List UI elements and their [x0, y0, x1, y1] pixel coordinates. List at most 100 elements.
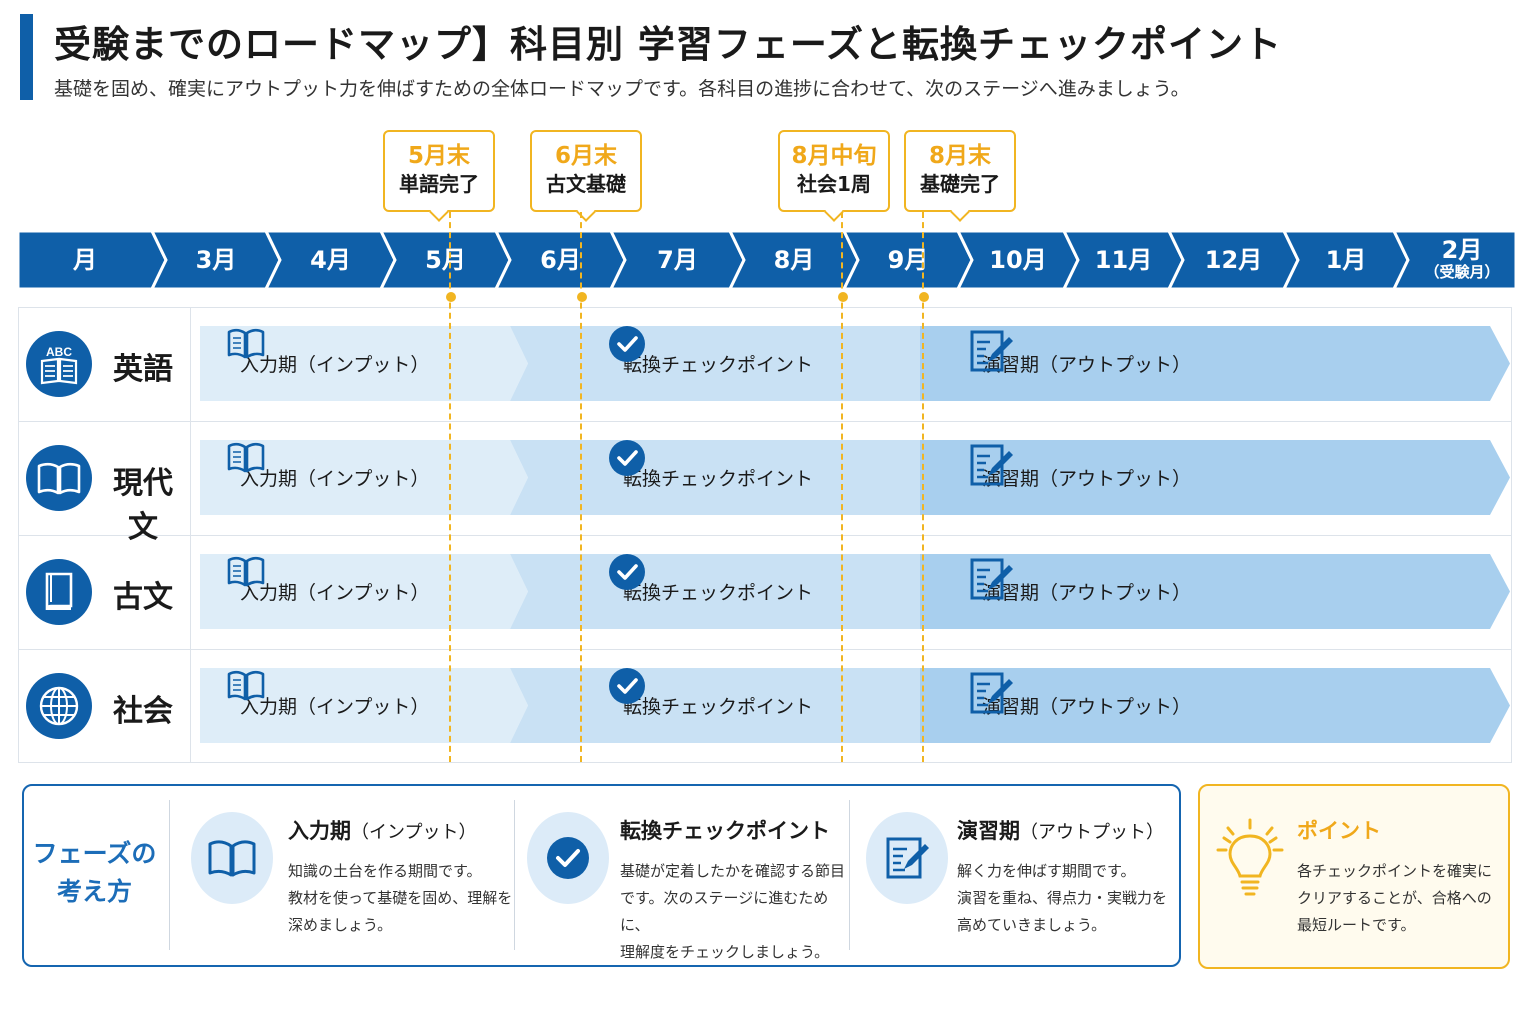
phase-label: 転換チェックポイント: [609, 326, 813, 401]
output-phase-bar: [920, 554, 1510, 629]
month-chevron: [1282, 231, 1410, 289]
month-chevron: [494, 231, 627, 289]
milestone-date: 6月末: [554, 143, 617, 169]
month-chevron: [264, 231, 397, 289]
month-chevron: [379, 231, 512, 289]
legend-phase-desc: 基礎が定着したかを確認する節目 です。次のステージに進むために、 理解度をチェッ…: [620, 862, 846, 961]
abc-book-icon: ABC: [26, 331, 92, 397]
globe-icon: [26, 673, 92, 739]
row-divider: [18, 649, 1512, 650]
month-label: 5月: [425, 246, 466, 274]
milestone-dot: [446, 292, 456, 302]
title-accent-bar: [20, 14, 33, 100]
month-chevron: [842, 231, 974, 289]
check-circle-icon: [527, 812, 609, 904]
month-chevron: [1392, 231, 1516, 289]
row-divider: [18, 535, 1512, 536]
subject-name: 社会: [113, 694, 173, 729]
output-phase-bar: [920, 440, 1510, 515]
input-phase-bar: [200, 440, 528, 515]
legend-phase-desc: 解く力を伸ばす期間です。 演習を重ね、得点力・実戦力を 高めていきましょう。: [957, 862, 1168, 934]
open-book-icon: [26, 445, 92, 511]
legend-phase-desc: 知識の土台を作る期間です。 教材を使って基礎を固め、理解を 深めましょう。: [288, 862, 513, 934]
month-chevron: [1167, 231, 1300, 289]
phase-label: 入力期（インプット）: [226, 668, 429, 743]
month-label: 6月: [540, 246, 581, 274]
month-label: 11月: [1094, 246, 1153, 274]
phase-label: 演習期（アウトプット）: [968, 668, 1191, 743]
milestone-event: 単語完了: [399, 172, 479, 196]
edit-note-icon: [866, 812, 948, 904]
month-label: 4月: [310, 246, 351, 274]
milestone-line: [580, 212, 582, 762]
milestone-callout: 5月末 単語完了: [383, 130, 495, 222]
point-title: ポイント: [1297, 819, 1381, 843]
open-book-icon: [191, 812, 273, 904]
month-label: 8月: [773, 246, 815, 274]
milestone-dot: [838, 292, 848, 302]
legend-divider: [849, 800, 850, 950]
month-label: 10月: [989, 246, 1047, 274]
legend-phase-name: 入力期（インプット）: [288, 819, 477, 843]
subject-name: 古文: [113, 580, 173, 615]
svg-text:ABC: ABC: [46, 345, 72, 359]
milestone-line: [841, 212, 843, 762]
point-desc: 各チェックポイントを確実に クリアすることが、合格への 最短ルートです。: [1297, 862, 1493, 934]
month-label: 月: [73, 246, 97, 274]
month-label: 9月: [887, 246, 929, 274]
milestone-line: [449, 212, 451, 762]
phase-label: 演習期（アウトプット）: [968, 326, 1191, 401]
phase-label: 演習期（アウトプット）: [968, 440, 1191, 515]
page-title: 受験までのロードマップ】科目別 学習フェーズと転換チェックポイント: [54, 23, 1283, 66]
page-subtitle: 基礎を固め、確実にアウトプット力を伸ばすための全体ロードマップです。各科目の進捗…: [54, 78, 1190, 100]
phase-label: 演習期（アウトプット）: [968, 554, 1191, 629]
legend-phase-name: 演習期（アウトプット）: [957, 819, 1164, 843]
closed-book-icon: [26, 559, 92, 625]
month-label: 2月 （受験月）: [1424, 236, 1500, 281]
month-chevron: [1062, 231, 1185, 289]
month-chevron: [609, 231, 746, 289]
legend-title: フェーズの 考え方: [32, 839, 157, 906]
lightbulb-icon: [1214, 816, 1286, 912]
month-chevron: [150, 231, 282, 289]
phase-row: 入力期（インプット） 転換チェックポイント 演習期（アウトプット）: [200, 440, 1510, 515]
milestone-line: [922, 212, 924, 762]
milestone-event: 基礎完了: [920, 172, 1000, 196]
milestone-callout: 6月末 古文基礎: [530, 130, 642, 222]
input-phase-bar: [200, 668, 528, 743]
column-divider: [190, 307, 191, 763]
input-phase-bar: [200, 554, 528, 629]
phase-row: 入力期（インプット） 転換チェックポイント 演習期（アウトプット）: [200, 554, 1510, 629]
output-phase-bar: [920, 326, 1510, 401]
subject-name: 現代文: [113, 466, 173, 545]
month-label: 7月: [657, 246, 698, 274]
milestone-date: 8月中旬: [791, 143, 877, 169]
output-phase-bar: [920, 668, 1510, 743]
month-chevron: [956, 231, 1080, 289]
row-divider: [18, 421, 1512, 422]
legend-divider: [169, 800, 170, 950]
milestone-callout: 8月末 基礎完了: [904, 130, 1016, 222]
phase-label: 入力期（インプット）: [226, 440, 429, 515]
month-timeline: [18, 231, 1516, 289]
legend-phase-name: 転換チェックポイント: [620, 819, 830, 843]
phase-label: 転換チェックポイント: [609, 668, 813, 743]
month-chevron: [728, 231, 860, 289]
phase-row: 入力期（インプット） 転換チェックポイント 演習期（アウトプット）: [200, 668, 1510, 743]
milestone-date: 8月末: [928, 143, 991, 169]
subject-name: 英語: [113, 352, 173, 387]
milestone-date: 5月末: [407, 143, 470, 169]
phase-row: 入力期（インプット） 転換チェックポイント 演習期（アウトプット）: [200, 326, 1510, 401]
phase-label: 入力期（インプット）: [226, 326, 429, 401]
milestone-callout: 8月中旬 社会1周: [778, 130, 890, 222]
month-label: 12月: [1204, 246, 1263, 274]
phase-label: 転換チェックポイント: [609, 554, 813, 629]
milestone-event: 古文基礎: [546, 172, 626, 196]
input-phase-bar: [200, 326, 528, 401]
month-label: 3月: [195, 246, 237, 274]
phase-label: 転換チェックポイント: [609, 440, 813, 515]
milestone-dot: [577, 292, 587, 302]
phase-label: 入力期（インプット）: [226, 554, 429, 629]
milestone-event: 社会1周: [797, 172, 871, 196]
milestone-dot: [919, 292, 929, 302]
